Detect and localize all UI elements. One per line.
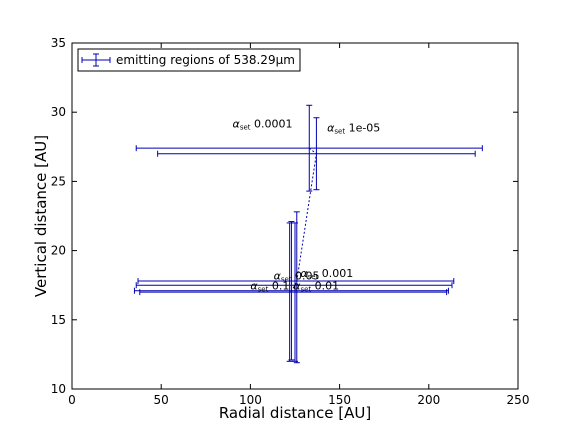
legend: emitting regions of 538.29μm [77, 48, 301, 72]
annotation-label: αset 1e-05 [327, 122, 380, 136]
annotation-label: αset 0.1 [250, 279, 289, 293]
legend-box [77, 48, 301, 72]
legend-label: emitting regions of 538.29μm [116, 53, 295, 67]
data-point [137, 211, 455, 364]
annotation-label: αset 0.001 [300, 267, 353, 281]
y-tick-label: 35 [51, 36, 66, 50]
x-tick-label: 100 [239, 393, 262, 407]
y-tick-label: 30 [51, 105, 66, 119]
y-tick-label: 20 [51, 244, 66, 258]
annotation-label: αset 0.05 [274, 270, 320, 284]
annotation-label: αset 0.01 [293, 279, 339, 293]
y-tick-label: 10 [51, 382, 66, 396]
y-tick-label: 25 [51, 174, 66, 188]
data-point [157, 117, 476, 191]
x-tick-label: 0 [68, 393, 76, 407]
y-tick-label: 15 [51, 313, 66, 327]
data-point [135, 104, 483, 192]
annotation-label: αset 0.0001 [233, 117, 293, 131]
x-tick-label: 200 [417, 393, 440, 407]
x-tick-label: 50 [154, 393, 169, 407]
x-tick-label: 250 [507, 393, 530, 407]
x-tick-label: 150 [328, 393, 351, 407]
y-axis-label: Vertical distance [AU] [32, 135, 50, 297]
x-axis-label: Radial distance [AU] [219, 404, 371, 422]
data-point [139, 222, 448, 362]
